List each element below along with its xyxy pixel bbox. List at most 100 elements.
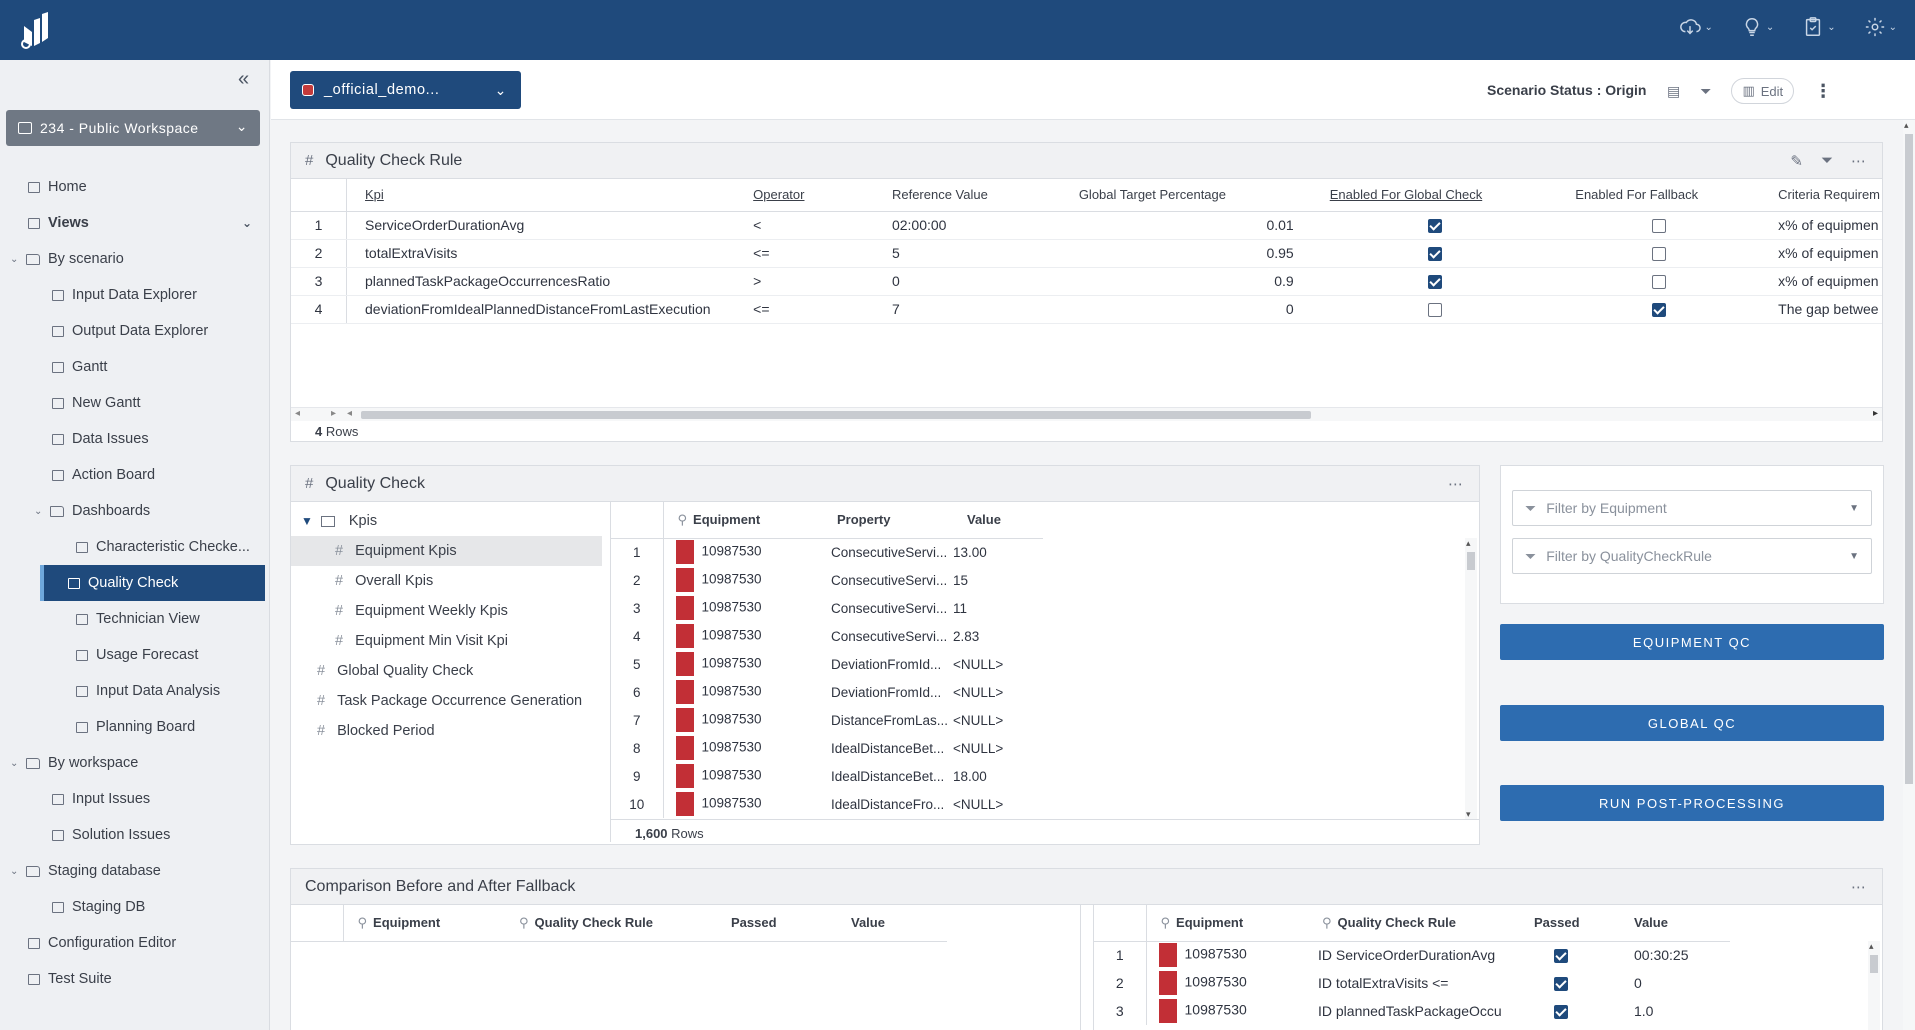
chevron-down-icon[interactable]: ⌄	[241, 216, 252, 230]
reference-value-cell[interactable]: 0	[873, 267, 1061, 296]
sidebar-item-test-suite[interactable]: Test Suite	[0, 961, 270, 997]
reference-value-cell[interactable]: 7	[873, 295, 1061, 324]
kpi-cell[interactable]: totalExtraVisits	[346, 239, 736, 268]
tree-item-kpis[interactable]: ▼ Kpis	[291, 506, 610, 536]
checkbox[interactable]	[1554, 949, 1568, 964]
equipment-cell[interactable]: 10987530	[663, 566, 823, 594]
column-header-enabled-for-global-check[interactable]: Enabled For Global Check	[1311, 179, 1558, 212]
global-target-cell[interactable]: 0.01	[1060, 211, 1312, 240]
column-header-enabled-for-fallback[interactable]: Enabled For Fallback	[1557, 179, 1761, 212]
sidebar-item-solution-issues[interactable]: Solution Issues	[0, 817, 270, 853]
table-row[interactable]: 9 10987530 IdealDistanceBet... 18.00	[611, 762, 1043, 790]
table-row[interactable]: 5 10987530 DeviationFromId... <NULL>	[611, 650, 1043, 678]
sidebar-item-configuration-editor[interactable]: Configuration Editor	[0, 925, 270, 961]
sidebar-item-by-scenario[interactable]: ⌄ By scenario	[0, 241, 270, 277]
global-target-cell[interactable]: 0.9	[1060, 267, 1312, 296]
value-cell[interactable]: <NULL>	[953, 684, 1004, 700]
property-cell[interactable]: DeviationFromId...	[831, 684, 942, 700]
value-cell[interactable]: 1.0	[1634, 1003, 1654, 1019]
checkbox[interactable]	[1554, 1005, 1568, 1020]
column-header-quality-check-rule[interactable]: ⚲ Quality Check Rule	[505, 905, 717, 942]
reference-value-cell[interactable]: 5	[873, 239, 1061, 268]
global-qc-button[interactable]: GLOBAL QC	[1500, 705, 1884, 741]
chevron-down-icon[interactable]: ⌄	[34, 505, 43, 517]
scroll-up-icon[interactable]: ▴	[1466, 538, 1471, 548]
equipment-cell[interactable]: 10987530	[663, 538, 823, 566]
run-post-processing-button[interactable]: RUN POST-PROCESSING	[1500, 785, 1884, 821]
equipment-cell[interactable]: 10987530	[663, 734, 823, 762]
tree-item-task-package-occurrence-generation[interactable]: # Task Package Occurrence Generation	[291, 686, 610, 716]
edit-button[interactable]: ▥ Edit	[1731, 78, 1795, 104]
sidebar-item-technician-view[interactable]: Technician View	[0, 601, 270, 637]
equipment-cell[interactable]: 10987530	[663, 650, 823, 678]
more-options-icon[interactable]: ⋯	[1448, 476, 1463, 493]
property-cell[interactable]: IdealDistanceBet...	[831, 768, 945, 784]
filter-icon[interactable]: ⏷	[1700, 82, 1712, 99]
checkbox[interactable]	[1651, 219, 1666, 234]
more-options-icon[interactable]: ⋯	[1851, 153, 1866, 170]
sidebar-item-by-workspace[interactable]: ⌄ By workspace	[0, 745, 270, 781]
checkbox[interactable]	[1427, 303, 1442, 318]
scrollbar-thumb[interactable]	[361, 411, 1311, 419]
operator-cell[interactable]: <	[735, 211, 874, 240]
equipment-cell[interactable]: 10987530	[663, 706, 823, 734]
tree-item-equipment-min-visit-kpi[interactable]: # Equipment Min Visit Kpi	[291, 626, 610, 656]
more-options-icon[interactable]: ⋯	[1851, 879, 1866, 896]
table-row[interactable]: 2 10987530 ID totalExtraVisits <= 0	[1094, 969, 1730, 997]
criteria-cell[interactable]: x% of equipmen	[1760, 211, 1882, 240]
property-cell[interactable]: ConsecutiveServi...	[831, 600, 948, 616]
tree-item-global-quality-check[interactable]: # Global Quality Check	[291, 656, 610, 686]
scroll-left-icon[interactable]: ◂	[347, 408, 353, 419]
equipment-cell[interactable]: 10987530	[663, 622, 823, 650]
criteria-cell[interactable]: x% of equipmen	[1760, 267, 1882, 296]
property-cell[interactable]: DistanceFromLas...	[831, 712, 949, 728]
scrollbar-thumb[interactable]	[1905, 134, 1913, 784]
table-row[interactable]: 3 10987530 ID plannedTaskPackageOccu 1.0	[1094, 997, 1730, 1025]
operator-cell[interactable]: <=	[735, 239, 874, 268]
equipment-cell[interactable]: 10987530	[663, 678, 823, 706]
property-cell[interactable]: IdealDistanceBet...	[831, 740, 945, 756]
scroll-right-icon[interactable]: ▸	[331, 408, 337, 419]
scenario-select[interactable]: _official_demo... ⌄	[290, 71, 521, 109]
equipment-cell[interactable]: 10987530	[1146, 941, 1308, 969]
fallback-cell[interactable]	[1557, 211, 1761, 240]
kpi-cell[interactable]: plannedTaskPackageOccurrencesRatio	[346, 267, 736, 296]
tree-item-blocked-period[interactable]: # Blocked Period	[291, 716, 610, 746]
quality-check-rule-filter[interactable]: ⏷ Filter by QualityCheckRule ▼	[1512, 538, 1872, 574]
passed-cell[interactable]	[1520, 941, 1620, 969]
equipment-cell[interactable]: 10987530	[663, 762, 823, 790]
workspace-select[interactable]: 234 - Public Workspace ⌄	[6, 110, 260, 146]
table-row[interactable]: 2 10987530 ConsecutiveServi... 15	[611, 566, 1043, 594]
fallback-cell[interactable]	[1557, 239, 1761, 268]
tree-item-overall-kpis[interactable]: # Overall Kpis	[291, 566, 610, 596]
table-row[interactable]: 3 plannedTaskPackageOccurrencesRatio >0 0.9…	[291, 267, 1882, 296]
kpi-cell[interactable]: ServiceOrderDurationAvg	[346, 211, 736, 240]
checkbox[interactable]	[1651, 247, 1666, 262]
sidebar-item-home[interactable]: Home	[0, 169, 270, 205]
global-target-cell[interactable]: 0.95	[1060, 239, 1312, 268]
property-cell[interactable]: ConsecutiveServi...	[831, 572, 948, 588]
sidebar-item-staging-db[interactable]: Staging DB	[0, 889, 270, 925]
checkbox[interactable]	[1651, 275, 1666, 290]
value-cell[interactable]: <NULL>	[953, 656, 1004, 672]
chevron-down-icon[interactable]: ⌄	[10, 253, 19, 265]
tree-item-equipment-weekly-kpis[interactable]: # Equipment Weekly Kpis	[291, 596, 610, 626]
clipboard-check-icon[interactable]: ⌄	[1802, 16, 1836, 38]
property-cell[interactable]: DeviationFromId...	[831, 656, 942, 672]
global-check-cell[interactable]	[1311, 239, 1558, 268]
scroll-up-icon[interactable]: ▴	[1869, 941, 1874, 951]
column-header-criteria-requirem[interactable]: Criteria Requirem	[1760, 179, 1882, 212]
table-row[interactable]: 7 10987530 DistanceFromLas... <NULL>	[611, 706, 1043, 734]
operator-cell[interactable]: <=	[735, 295, 874, 324]
checkbox[interactable]	[1427, 275, 1442, 290]
value-cell[interactable]: 0	[1634, 975, 1642, 991]
value-cell[interactable]: <NULL>	[953, 712, 1004, 728]
value-cell[interactable]: 2.83	[953, 628, 980, 644]
vertical-scrollbar[interactable]: ▴ ▾	[1465, 538, 1477, 820]
global-check-cell[interactable]	[1311, 295, 1558, 324]
scroll-up-icon[interactable]: ▴	[1904, 120, 1909, 130]
sidebar-item-planning-board[interactable]: Planning Board	[0, 709, 270, 745]
settings-icon[interactable]: ⌄	[1864, 16, 1897, 38]
property-cell[interactable]: ConsecutiveServi...	[831, 544, 948, 560]
sidebar-item-usage-forecast[interactable]: Usage Forecast	[0, 637, 270, 673]
